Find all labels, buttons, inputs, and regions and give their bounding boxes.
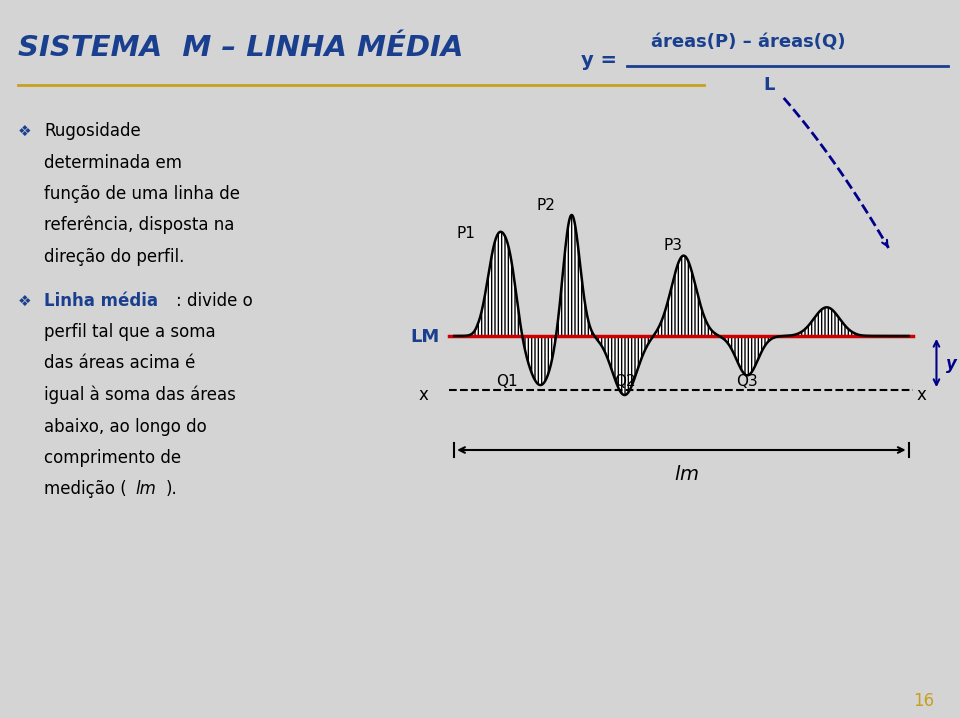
Text: x: x	[419, 386, 428, 404]
Text: comprimento de: comprimento de	[44, 449, 181, 467]
Text: Q2: Q2	[614, 374, 636, 389]
Text: ❖: ❖	[18, 294, 32, 309]
Text: LM: LM	[410, 328, 440, 346]
Text: P1: P1	[456, 226, 475, 241]
Text: determinada em: determinada em	[44, 154, 182, 172]
Text: abaixo, ao longo do: abaixo, ao longo do	[44, 417, 206, 436]
Text: Linha média: Linha média	[44, 292, 158, 309]
Text: Q1: Q1	[496, 374, 517, 389]
Text: referência, disposta na: referência, disposta na	[44, 216, 234, 235]
Text: $lm$: $lm$	[674, 465, 699, 484]
Text: Q3: Q3	[735, 374, 757, 389]
Text: 16: 16	[913, 692, 934, 710]
Text: medição (: medição (	[44, 480, 127, 498]
Text: áreas(P) – áreas(Q): áreas(P) – áreas(Q)	[651, 34, 846, 52]
Text: igual à soma das áreas: igual à soma das áreas	[44, 386, 236, 404]
Text: P2: P2	[536, 198, 555, 213]
Text: P3: P3	[664, 238, 683, 253]
Text: SISTEMA  M – LINHA MÉDIA: SISTEMA M – LINHA MÉDIA	[18, 34, 464, 62]
Text: : divide o: : divide o	[176, 292, 252, 309]
Text: ❖: ❖	[18, 124, 32, 139]
Text: das áreas acima é: das áreas acima é	[44, 355, 195, 373]
Text: lm: lm	[135, 480, 156, 498]
Text: função de uma linha de: função de uma linha de	[44, 185, 240, 203]
Text: perfil tal que a soma: perfil tal que a soma	[44, 323, 216, 341]
Text: L: L	[764, 76, 775, 94]
Text: direção do perfil.: direção do perfil.	[44, 248, 184, 266]
Text: y: y	[947, 355, 957, 373]
Text: ).: ).	[166, 480, 178, 498]
Text: Rugosidade: Rugosidade	[44, 122, 141, 140]
Text: x: x	[917, 386, 926, 404]
Text: y =: y =	[581, 51, 617, 70]
